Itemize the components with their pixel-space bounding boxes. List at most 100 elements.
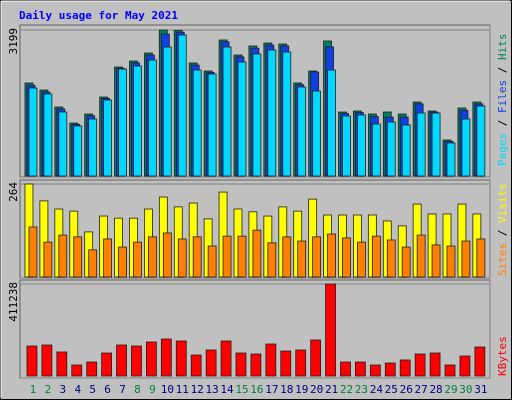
x-tick-label: 21	[325, 383, 338, 396]
bar	[131, 345, 142, 377]
legend: KBytes	[496, 336, 509, 376]
bar	[160, 338, 172, 377]
legend-separator: /	[496, 223, 509, 243]
x-tick-label: 31	[474, 383, 487, 396]
x-tick-label: 29	[444, 383, 457, 396]
x-tick-label: 19	[295, 383, 308, 396]
chart-title: Daily usage for May 2021	[19, 9, 178, 22]
bar	[58, 234, 68, 278]
bar	[207, 245, 217, 278]
bar	[220, 340, 232, 377]
bar	[280, 350, 292, 377]
bar	[446, 245, 456, 278]
bar	[162, 232, 172, 278]
x-tick-label: 30	[459, 383, 472, 396]
x-tick-label: 15	[235, 383, 248, 396]
x-tick-label: 6	[104, 383, 111, 396]
bar	[295, 349, 307, 377]
bar	[461, 118, 471, 177]
bar	[416, 112, 426, 177]
x-tick-label: 1	[30, 383, 37, 396]
bar	[476, 238, 486, 278]
bar	[28, 87, 38, 177]
bar	[357, 114, 366, 177]
bar	[459, 355, 471, 377]
legend-entry: KBytes	[496, 336, 509, 376]
y-tick-label: 3199	[7, 28, 20, 55]
x-tick-label: 25	[385, 383, 398, 396]
bar	[282, 51, 292, 177]
x-tick-label: 12	[191, 383, 204, 396]
x-tick-label: 17	[265, 383, 278, 396]
bar	[252, 53, 262, 177]
bar	[401, 246, 411, 278]
bar	[399, 359, 411, 377]
bar	[342, 237, 351, 278]
bar	[267, 242, 277, 278]
x-tick-label: 11	[176, 383, 189, 396]
bar	[190, 354, 202, 377]
bar	[73, 236, 83, 278]
bar	[103, 99, 113, 177]
bar	[205, 349, 217, 377]
legend-entry: Visits	[496, 183, 509, 223]
x-tick-label: 28	[429, 383, 442, 396]
bar	[118, 68, 127, 177]
bar	[222, 46, 232, 177]
x-tick-label: 27	[415, 383, 428, 396]
x-tick-label: 24	[370, 383, 384, 396]
bar	[327, 69, 336, 177]
bar	[133, 241, 142, 278]
bar	[162, 46, 172, 177]
bar	[71, 364, 83, 377]
bar	[237, 235, 247, 278]
bar	[369, 364, 381, 377]
bar	[312, 90, 322, 177]
x-tick-label: 4	[74, 383, 81, 396]
x-tick-label: 18	[280, 383, 293, 396]
bar	[386, 239, 396, 278]
bar	[357, 241, 366, 278]
bar	[43, 241, 53, 278]
bar	[88, 118, 98, 177]
y-tick-label: 264	[7, 182, 20, 202]
bar	[461, 240, 471, 278]
legend-entry: Files	[496, 80, 509, 113]
bar	[371, 123, 381, 177]
bar	[103, 238, 113, 278]
bar	[222, 235, 232, 278]
x-tick-label: 20	[310, 383, 323, 396]
bar	[265, 343, 277, 377]
legend: Pages / Files / Hits	[496, 34, 509, 167]
bar	[252, 229, 262, 278]
bar	[342, 115, 351, 177]
y-tick-label: 411238	[7, 282, 20, 322]
bar	[297, 86, 307, 177]
x-tick-label: 10	[161, 383, 174, 396]
bar	[431, 112, 441, 177]
bar	[431, 244, 441, 278]
bar	[56, 351, 68, 377]
bar	[414, 353, 426, 377]
bar	[340, 361, 351, 377]
bar	[446, 142, 456, 177]
bar	[386, 121, 396, 177]
bar	[192, 236, 202, 278]
legend-entry: Sites	[496, 243, 509, 276]
bar	[312, 236, 322, 278]
bar	[429, 352, 441, 377]
bar	[250, 353, 262, 377]
bar	[235, 352, 247, 377]
bar	[175, 340, 187, 377]
bar	[133, 65, 142, 177]
legend-entry: Hits	[496, 34, 509, 61]
bar	[237, 61, 247, 177]
bar	[88, 249, 98, 278]
x-tick-label: 22	[340, 383, 353, 396]
x-tick-label: 3	[60, 383, 67, 396]
bar	[118, 246, 127, 278]
bar	[310, 339, 322, 377]
bar	[444, 364, 456, 377]
